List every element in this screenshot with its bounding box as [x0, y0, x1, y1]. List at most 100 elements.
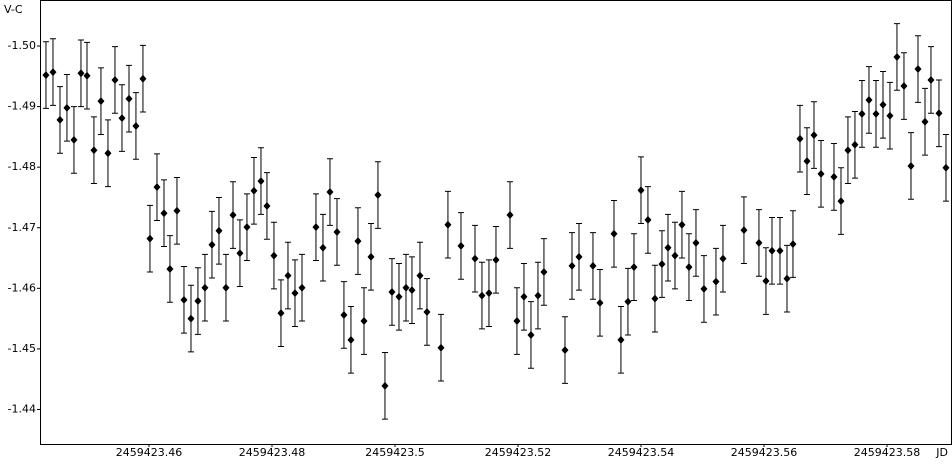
point — [312, 223, 320, 232]
point — [513, 317, 521, 326]
point — [139, 74, 147, 83]
point — [907, 161, 915, 170]
x-tick-label: 2459423.54 — [608, 446, 674, 459]
point — [803, 157, 811, 166]
point — [664, 243, 672, 252]
point — [381, 381, 389, 390]
point — [872, 109, 880, 118]
point — [423, 307, 431, 316]
point — [589, 261, 597, 270]
point — [893, 52, 901, 61]
point — [942, 163, 950, 172]
point — [187, 314, 195, 323]
point — [229, 211, 237, 220]
point — [70, 135, 78, 144]
point — [478, 291, 486, 300]
point — [914, 65, 922, 74]
point — [858, 109, 866, 118]
point — [865, 95, 873, 104]
point — [740, 226, 748, 235]
point — [49, 68, 57, 77]
point — [789, 240, 797, 249]
point — [236, 249, 244, 258]
point — [817, 169, 825, 178]
point — [658, 260, 666, 269]
point — [886, 111, 894, 120]
point — [222, 283, 230, 292]
y-tick-label: -1.47 — [8, 221, 36, 234]
point — [347, 335, 355, 344]
point — [97, 97, 105, 106]
y-tick-label: -1.48 — [8, 160, 36, 173]
point — [104, 149, 112, 158]
point — [624, 297, 632, 306]
point — [180, 295, 188, 304]
point — [291, 289, 299, 298]
point — [755, 238, 763, 247]
point — [360, 317, 368, 326]
point — [520, 292, 528, 301]
point — [935, 109, 943, 118]
point — [596, 298, 604, 307]
point — [830, 172, 838, 181]
point — [651, 294, 659, 303]
point — [160, 209, 168, 218]
point — [437, 343, 445, 352]
point — [776, 246, 784, 255]
point — [118, 114, 126, 123]
point — [568, 261, 576, 270]
point — [56, 115, 64, 124]
point — [388, 287, 396, 296]
point — [837, 197, 845, 206]
point — [215, 226, 223, 235]
point — [201, 283, 209, 292]
x-tick-label: 2459423.52 — [485, 446, 551, 459]
point — [506, 211, 514, 220]
point — [250, 186, 258, 195]
point — [243, 223, 251, 232]
point — [298, 283, 306, 292]
point — [671, 251, 679, 260]
point — [166, 264, 174, 273]
point — [340, 310, 348, 319]
point — [132, 121, 140, 130]
point — [810, 131, 818, 140]
point — [921, 117, 929, 126]
point — [444, 220, 452, 229]
point — [630, 263, 638, 272]
point — [637, 186, 645, 195]
point — [395, 292, 403, 301]
point — [194, 297, 202, 306]
point — [712, 277, 720, 286]
y-tick-label: -1.49 — [8, 100, 36, 113]
point — [796, 134, 804, 143]
point — [540, 267, 548, 276]
x-tick-label: 2459423.46 — [116, 446, 182, 459]
point — [367, 252, 375, 261]
point — [900, 82, 908, 91]
point — [263, 201, 271, 210]
point — [83, 71, 91, 80]
point — [492, 255, 500, 264]
point — [208, 240, 216, 249]
point — [527, 330, 535, 339]
point — [768, 246, 776, 255]
point — [111, 75, 119, 84]
x-tick-label: 2459423.56 — [731, 446, 797, 459]
point — [408, 286, 416, 295]
y-tick-label: -1.45 — [8, 342, 36, 355]
point — [783, 274, 791, 283]
point — [762, 277, 770, 286]
y-axis-label: V-C — [4, 3, 23, 16]
point — [851, 140, 859, 149]
point — [333, 227, 341, 236]
point — [719, 254, 727, 263]
point — [610, 229, 618, 238]
point — [284, 271, 292, 280]
point — [692, 238, 700, 247]
point — [173, 206, 181, 215]
point — [354, 237, 362, 246]
point — [927, 75, 935, 84]
x-axis-label: JD — [935, 446, 948, 459]
point — [270, 251, 278, 260]
